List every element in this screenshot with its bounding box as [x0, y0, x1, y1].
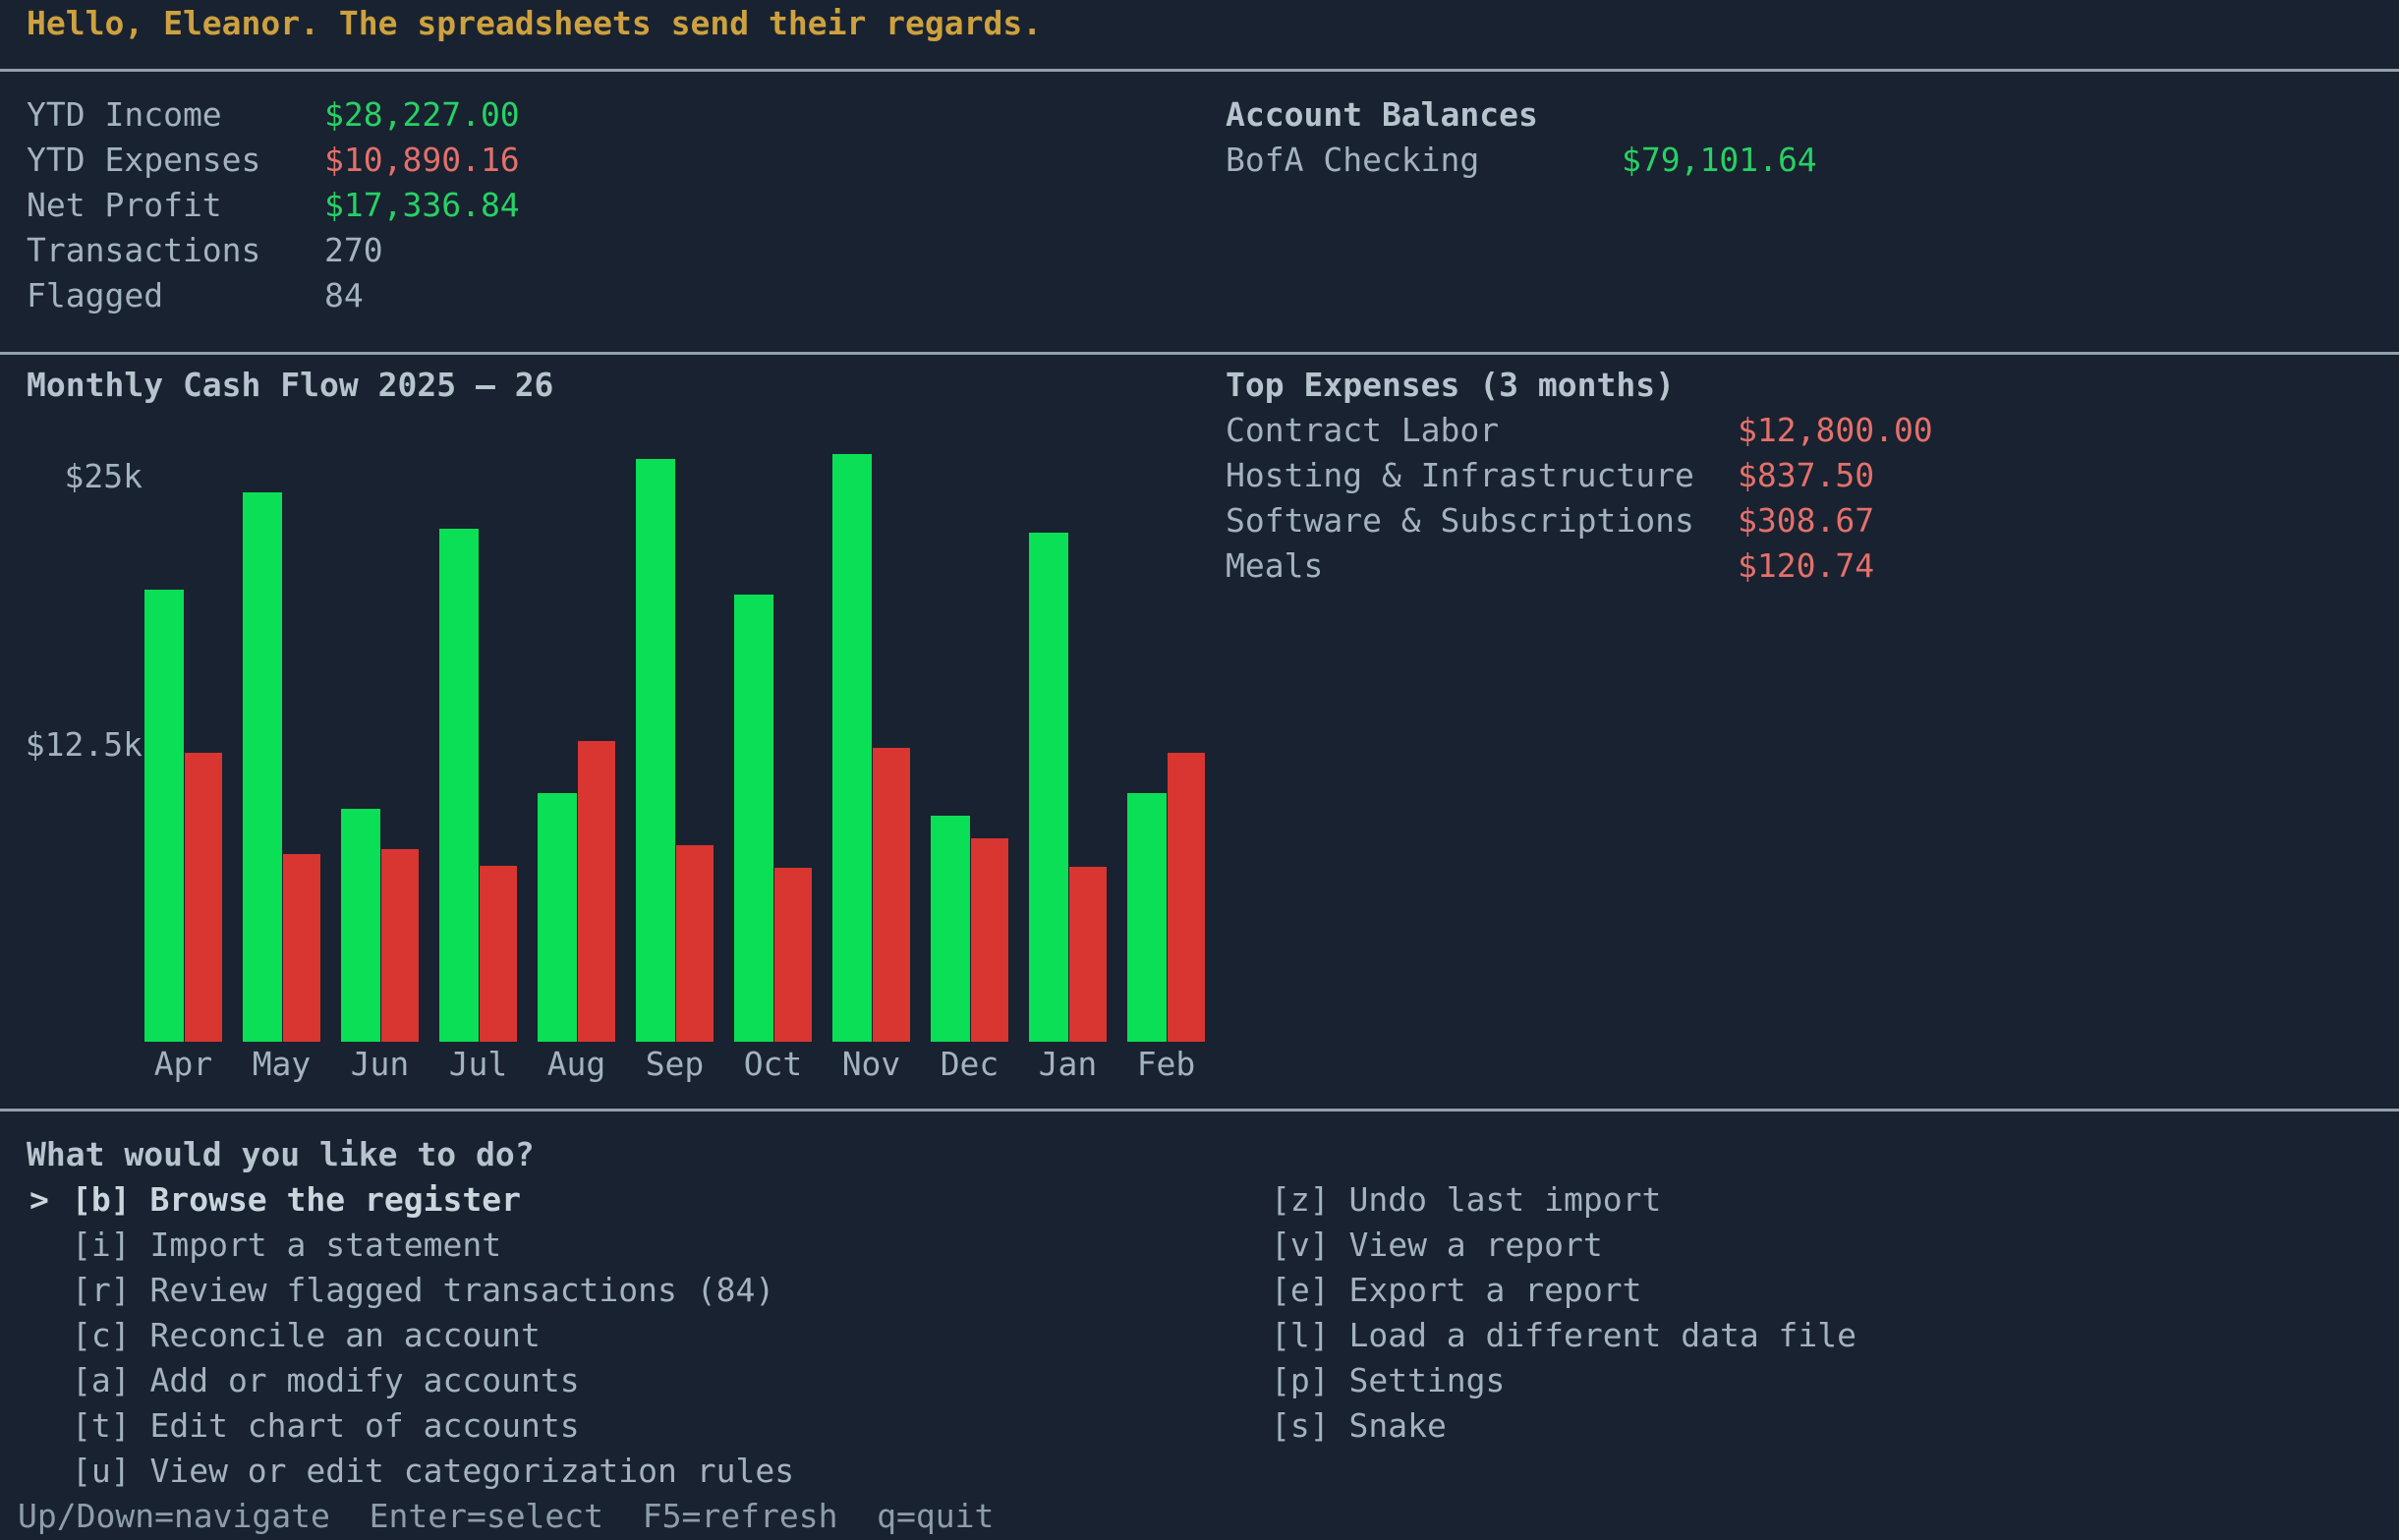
stat-row-value: 84 — [324, 276, 364, 314]
stat-row: Flagged 84 — [27, 273, 520, 318]
expense-row: Hosting & Infrastructure $837.50 — [1226, 453, 1933, 498]
menu-item-p[interactable]: [p] Settings — [1271, 1361, 1506, 1399]
bar-income-sep — [636, 459, 675, 1042]
month-label-feb: Feb — [1136, 1045, 1196, 1083]
keyboard-hints: Up/Down=navigate Enter=select F5=refresh… — [18, 1497, 995, 1535]
expense-row-label: Meals — [1226, 546, 1324, 585]
y-axis-tick-25k: $25k — [64, 457, 143, 495]
expense-row-value: $308.67 — [1738, 501, 1875, 540]
account-row-label: BofA Checking — [1226, 141, 1480, 179]
bar-expense-oct — [774, 868, 812, 1042]
month-label-oct: Oct — [743, 1045, 803, 1083]
stat-row-value: $10,890.16 — [324, 141, 520, 179]
selection-marker: > — [29, 1180, 49, 1219]
menu-item-b[interactable]: [b] Browse the register — [72, 1180, 521, 1219]
bar-expense-jun — [381, 849, 419, 1042]
account-balances-panel: Account Balances BofA Checking $79,101.64 — [1226, 92, 1817, 183]
bar-expense-jul — [480, 866, 517, 1042]
top-expenses-panel: Top Expenses (3 months) Contract Labor $1… — [1226, 363, 1933, 589]
stat-row-label: Net Profit — [27, 186, 222, 224]
expense-row-value: $12,800.00 — [1738, 411, 1933, 449]
month-label-aug: Aug — [546, 1045, 606, 1083]
stat-row: YTD Income $28,227.00 — [27, 92, 520, 138]
month-label-apr: Apr — [153, 1045, 213, 1083]
bar-income-oct — [734, 595, 773, 1042]
stat-row-value: $17,336.84 — [324, 186, 520, 224]
expense-row-label: Software & Subscriptions — [1226, 501, 1694, 540]
month-label-may: May — [252, 1045, 312, 1083]
menu-item-i[interactable]: [i] Import a statement — [72, 1226, 502, 1264]
bar-expense-aug — [578, 741, 615, 1042]
greeting-banner: Hello, Eleanor. The spreadsheets send th… — [27, 4, 1043, 42]
month-label-nov: Nov — [841, 1045, 901, 1083]
bar-expense-dec — [971, 838, 1008, 1042]
stat-row-value: 270 — [324, 231, 383, 269]
expense-row-label: Contract Labor — [1226, 411, 1500, 449]
divider — [0, 1109, 2399, 1112]
expense-row: Contract Labor $12,800.00 — [1226, 408, 1933, 453]
divider — [0, 352, 2399, 355]
expense-row-value: $120.74 — [1738, 546, 1875, 585]
y-axis-tick-12-5k: $12.5k — [25, 725, 143, 764]
month-label-jun: Jun — [350, 1045, 410, 1083]
account-row-value: $79,101.64 — [1622, 141, 1817, 179]
bar-expense-apr — [185, 753, 222, 1042]
month-label-jul: Jul — [448, 1045, 508, 1083]
bar-expense-may — [283, 854, 320, 1042]
stat-row: YTD Expenses $10,890.16 — [27, 138, 520, 183]
account-row: BofA Checking $79,101.64 — [1226, 138, 1817, 183]
account-balances-title: Account Balances — [1226, 95, 1538, 134]
bar-expense-nov — [873, 748, 910, 1042]
expense-row-value: $837.50 — [1738, 456, 1875, 494]
menu-item-v[interactable]: [v] View a report — [1271, 1226, 1603, 1264]
divider — [0, 69, 2399, 72]
menu-item-z[interactable]: [z] Undo last import — [1271, 1180, 1662, 1219]
bar-income-aug — [538, 793, 577, 1042]
bar-income-nov — [832, 454, 872, 1042]
bar-income-may — [243, 492, 282, 1042]
menu-item-u[interactable]: [u] View or edit categorization rules — [72, 1452, 795, 1490]
bar-expense-sep — [676, 845, 714, 1042]
menu-item-c[interactable]: [c] Reconcile an account — [72, 1316, 541, 1354]
menu-item-e[interactable]: [e] Export a report — [1271, 1271, 1642, 1309]
stat-row-value: $28,227.00 — [324, 95, 520, 134]
month-label-dec: Dec — [940, 1045, 1000, 1083]
cash-flow-chart-title: Monthly Cash Flow 2025 – 26 — [27, 366, 554, 404]
bar-income-dec — [931, 816, 970, 1042]
stat-row: Transactions 270 — [27, 228, 520, 273]
menu-item-a[interactable]: [a] Add or modify accounts — [72, 1361, 580, 1399]
expense-row: Software & Subscriptions $308.67 — [1226, 498, 1933, 543]
top-expenses-title: Top Expenses (3 months) — [1226, 366, 1675, 404]
bar-income-feb — [1127, 793, 1167, 1042]
bar-expense-feb — [1168, 753, 1205, 1042]
expense-row-label: Hosting & Infrastructure — [1226, 456, 1694, 494]
menu-item-l[interactable]: [l] Load a different data file — [1271, 1316, 1857, 1354]
stat-row-label: YTD Expenses — [27, 141, 261, 179]
stat-row-label: Flagged — [27, 276, 164, 314]
ytd-stats-panel: YTD Income $28,227.00 YTD Expenses $10,890.… — [27, 92, 520, 318]
month-label-jan: Jan — [1038, 1045, 1098, 1083]
stat-row-label: YTD Income — [27, 95, 222, 134]
stat-row-label: Transactions — [27, 231, 261, 269]
stat-row: Net Profit $17,336.84 — [27, 183, 520, 228]
chart-month-axis: Apr May Jun Jul Aug Sep Oct Nov Dec Jan Feb — [144, 1042, 1275, 1087]
top-expenses-rows: Contract Labor $12,800.00 Hosting & Infras… — [1226, 408, 1933, 589]
bar-income-apr — [144, 590, 184, 1042]
menu-item-s[interactable]: [s] Snake — [1271, 1406, 1447, 1445]
expense-row: Meals $120.74 — [1226, 543, 1933, 589]
cash-flow-bar-chart — [144, 423, 1275, 1042]
menu-item-t[interactable]: [t] Edit chart of accounts — [72, 1406, 580, 1445]
bar-income-jul — [439, 529, 479, 1042]
bar-income-jan — [1029, 533, 1068, 1042]
bar-expense-jan — [1069, 867, 1107, 1042]
account-balances-rows: BofA Checking $79,101.64 — [1226, 138, 1817, 183]
menu-prompt: What would you like to do? — [27, 1135, 535, 1173]
month-label-sep: Sep — [645, 1045, 705, 1083]
menu-item-r[interactable]: [r] Review flagged transactions (84) — [72, 1271, 775, 1309]
bar-income-jun — [341, 809, 380, 1042]
